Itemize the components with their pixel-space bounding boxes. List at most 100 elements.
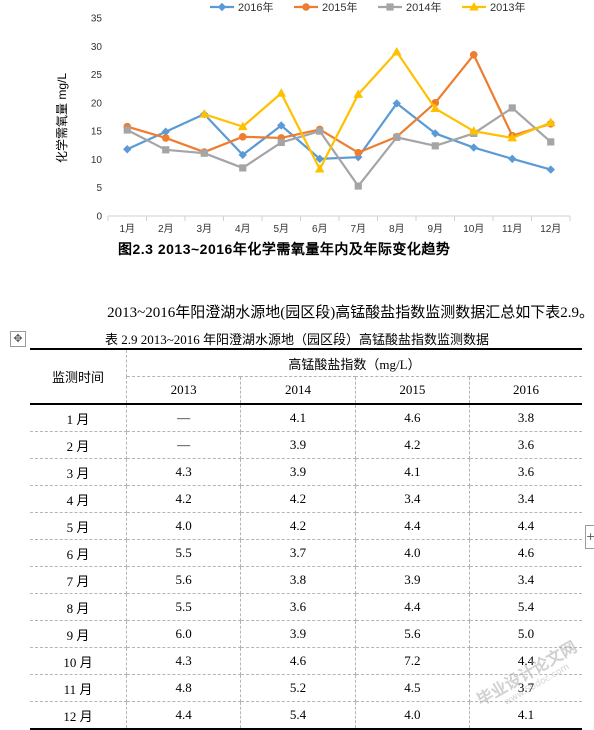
- y-tick-label: 0: [96, 212, 102, 223]
- header-monitor-time: 监测时间: [30, 348, 127, 405]
- legend-label: 2015年: [322, 0, 357, 14]
- cell-value: 3.4: [469, 566, 582, 594]
- cell-value: 3.4: [354, 485, 471, 513]
- data-point: [430, 103, 441, 113]
- data-point: [508, 104, 516, 112]
- data-point: [391, 46, 402, 56]
- data-point: [545, 117, 556, 127]
- cell-value: 5.0: [469, 620, 582, 648]
- x-tick-label: 11月: [502, 223, 522, 235]
- cell-value: 5.6: [125, 566, 242, 594]
- table-body: 1 月 —4.1 4.6 3.8 2 月 —3.9 4.2 3.6 3 月 4.3 3.9 4.1 3.…: [30, 403, 582, 730]
- cell-value: 3.9: [240, 431, 356, 459]
- table-row: 3 月 4.3 3.9 4.1 3.6: [30, 458, 582, 486]
- table-row: 4 月 4.2 4.2 3.4 3.4: [30, 485, 582, 513]
- data-point: [469, 143, 478, 152]
- x-tick-label: 3月: [196, 223, 212, 235]
- cell-value: 4.5: [354, 674, 471, 702]
- cell-value: 4.4: [469, 512, 582, 540]
- data-point: [468, 126, 479, 135]
- cell-value: 4.0: [125, 512, 242, 540]
- cell-value: 4.1: [354, 458, 471, 486]
- header-year: 2016: [469, 376, 582, 405]
- table-row: 12 月 4.4 5.4 4.0 4.1: [30, 701, 582, 730]
- x-tick-label: 4月: [235, 223, 251, 235]
- y-axis-label: 化学需氧量 mg/L: [54, 73, 69, 163]
- cell-value: 4.4: [354, 593, 471, 621]
- data-point: [393, 133, 401, 141]
- y-axis: 0 5 10 15 20 25 30 35: [91, 14, 103, 223]
- cell-value: 7.2: [354, 647, 471, 675]
- data-point: [508, 154, 517, 164]
- cell-month: 5 月: [30, 512, 127, 540]
- series-2013年: [199, 46, 556, 173]
- permanganate-table: 监测时间 高锰酸盐指数（mg/L） 2013 2014 2015 2016 1 …: [30, 348, 582, 730]
- cell-month: 8 月: [30, 593, 127, 621]
- cell-value: 3.8: [240, 566, 356, 594]
- y-tick-label: 5: [96, 183, 102, 194]
- table-row: 10 月 4.3 4.6 7.2 4.4: [30, 647, 582, 675]
- move-arrows-icon[interactable]: ✥: [10, 331, 26, 347]
- x-tick-label: 5月: [273, 223, 289, 235]
- data-point: [161, 134, 170, 142]
- cell-month: 12 月: [30, 701, 127, 730]
- cell-value: 3.7: [240, 539, 356, 567]
- cell-value: 3.6: [240, 593, 356, 621]
- data-point: [238, 133, 247, 141]
- legend-item: 2013年: [462, 0, 525, 14]
- x-tick-label: 8月: [389, 223, 405, 235]
- table-row: 8 月 5.5 3.6 4.4 5.4: [30, 593, 582, 621]
- x-tick-label: 7月: [350, 223, 366, 235]
- data-point: [237, 121, 248, 131]
- cell-value: 4.6: [354, 403, 471, 432]
- data-point: [353, 89, 364, 98]
- series-line: [126, 53, 552, 154]
- cell-value: 4.2: [354, 431, 471, 459]
- cell-value: 4.6: [469, 539, 582, 567]
- data-point: [469, 50, 478, 59]
- data-point: [546, 165, 555, 174]
- data-point: [161, 127, 170, 136]
- legend-label: 2014年: [406, 0, 441, 14]
- table-title: 表 2.9 2013~2016 年阳澄湖水源地（园区段）高锰酸盐指数监测数据: [104, 332, 490, 347]
- data-point: [386, 3, 394, 11]
- series-2015年: [123, 50, 555, 157]
- data-point: [392, 99, 401, 108]
- data-point: [302, 3, 310, 11]
- plus-icon[interactable]: +: [585, 525, 594, 549]
- series-2014年: [123, 104, 555, 190]
- data-point: [123, 145, 132, 154]
- cell-value: 3.9: [240, 620, 356, 648]
- data-point: [431, 142, 439, 150]
- data-point: [316, 127, 324, 135]
- cell-month: 7 月: [30, 566, 127, 594]
- x-tick-label: 12月: [540, 223, 561, 235]
- header-year: 2015: [354, 376, 471, 405]
- cell-value: 5.4: [240, 701, 356, 730]
- cell-value: 4.0: [354, 539, 471, 567]
- cell-value: 3.4: [469, 485, 582, 513]
- data-point: [239, 164, 247, 172]
- cell-month: 1 月: [30, 403, 127, 432]
- cell-value: 4.2: [125, 485, 242, 513]
- cell-value: 5.4: [469, 593, 582, 621]
- cell-value: 3.6: [469, 458, 582, 486]
- cell-value: 5.5: [125, 593, 242, 621]
- legend-item: 2014年: [378, 0, 441, 14]
- data-point: [354, 148, 363, 157]
- cell-value: 4.0: [354, 701, 471, 730]
- table-row: 6 月 5.5 3.7 4.0 4.6: [30, 539, 582, 567]
- table-row: 9 月 6.0 3.9 5.6 5.0: [30, 620, 582, 648]
- cell-value: 3.9: [240, 458, 356, 486]
- data-point: [507, 132, 518, 142]
- cell-value: 3.7: [469, 674, 582, 702]
- cell-value: 4.3: [125, 458, 242, 486]
- legend-label: 2013年: [490, 0, 525, 14]
- cell-value: 4.2: [240, 485, 356, 513]
- cell-value: —: [125, 431, 242, 459]
- cell-month: 2 月: [30, 431, 127, 459]
- cell-value: 5.5: [125, 539, 242, 567]
- cell-value: 4.8: [125, 674, 242, 702]
- series-2016年: [123, 99, 555, 174]
- data-point: [199, 109, 210, 118]
